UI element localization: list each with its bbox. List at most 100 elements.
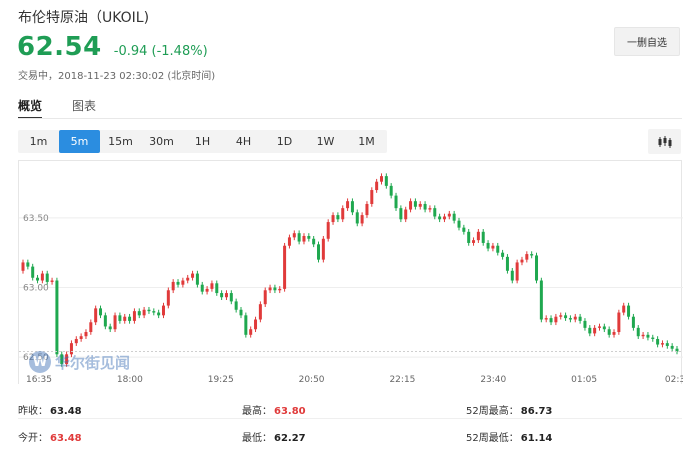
candle-body (254, 319, 258, 330)
x-tick-label: 22:15 (389, 375, 415, 385)
candle-body (123, 316, 127, 321)
candle-body (442, 216, 446, 220)
x-tick-label: 23:40 (480, 375, 506, 385)
stats-divider (18, 418, 682, 419)
candle-body (646, 334, 650, 338)
candle-body (79, 336, 83, 339)
candle-body (515, 262, 519, 281)
candle-body (612, 332, 616, 335)
chart-type-button[interactable] (648, 129, 681, 154)
candle-body (379, 176, 383, 182)
current-price: 62.54 (17, 32, 102, 62)
candle-body (535, 255, 539, 281)
y-tick-label: 62.50 (23, 353, 49, 363)
candle-body (263, 290, 267, 305)
candle-body (69, 343, 73, 355)
candle-body (65, 354, 69, 365)
candle-body (278, 288, 282, 291)
interval-30m[interactable]: 30m (149, 135, 174, 148)
candle-body (118, 315, 122, 321)
candle-body (423, 203, 427, 210)
candle-body (559, 315, 563, 317)
candle-body (147, 309, 151, 312)
candle-body (433, 208, 437, 217)
candle-body (438, 216, 442, 220)
candle-body (656, 338, 660, 345)
candle-body (346, 201, 350, 209)
interval-1w[interactable]: 1W (316, 135, 335, 148)
interval-4h[interactable]: 4H (235, 135, 252, 148)
x-tick-label: 01:05 (571, 375, 597, 385)
candle-body (283, 245, 287, 289)
candle-body (530, 254, 534, 256)
candle-body (181, 280, 185, 285)
candle-body (675, 348, 679, 352)
candle-body (505, 256, 509, 271)
interval-1mo[interactable]: 1M (358, 135, 375, 148)
candle-body (40, 273, 44, 281)
x-tick-label: 02:3 (665, 375, 683, 385)
candle-body (631, 316, 635, 328)
interval-1h[interactable]: 1H (194, 135, 211, 148)
candle-body (568, 318, 572, 320)
candle-body (452, 213, 456, 221)
stat-open: 今开： 63.48 (18, 433, 82, 444)
candle-body (191, 273, 195, 278)
candle-body (55, 280, 59, 355)
candle-body (467, 231, 471, 243)
candle-body (132, 311, 136, 321)
candle-body (355, 212, 359, 224)
candle-body (331, 215, 335, 223)
price-chart[interactable]: 63.50 63.00 62.50 16:35 18:00 19:25 20:50 22:15… (18, 160, 683, 385)
candle-body (365, 203, 369, 216)
candle-body (326, 222, 330, 239)
candle-body (622, 305, 626, 313)
candle-body (501, 252, 505, 257)
candle-body (302, 235, 306, 242)
price-change: -0.94 (-1.48%) (113, 44, 208, 59)
x-tick-label: 16:35 (26, 375, 52, 385)
interval-5m[interactable]: 5m (59, 130, 100, 153)
candle-body (428, 208, 432, 210)
candle-body (176, 281, 180, 285)
candle-body (229, 293, 233, 302)
candle-body (312, 238, 316, 245)
candle-body (525, 254, 529, 260)
remove-watchlist-button[interactable]: 一删自选 (614, 27, 680, 56)
interval-1d[interactable]: 1D (276, 135, 293, 148)
candle-body (670, 345, 674, 349)
candle-body (457, 220, 461, 228)
candle-body (549, 318, 553, 323)
candle-body (249, 329, 253, 335)
candle-body (287, 237, 291, 246)
candle-body (544, 318, 548, 320)
candle-body (292, 233, 296, 238)
trading-status: 交易中，2018-11-23 02:30:02 (北京时间) (18, 71, 216, 82)
candle-body (99, 308, 103, 316)
candle-body (50, 280, 54, 282)
candle-body (239, 309, 243, 316)
candle-body (317, 244, 321, 260)
tab-chart[interactable]: 图表 (72, 99, 97, 113)
candle-body (404, 209, 408, 220)
view-tabs: 概览 图表 (18, 97, 126, 119)
watermark-text: 华尔街见闻 (55, 353, 131, 372)
candle-body (258, 304, 262, 320)
candle-body (564, 315, 568, 319)
candle-body (539, 280, 543, 320)
interval-15m[interactable]: 15m (108, 135, 133, 148)
instrument-title: 布伦特原油（UKOIL) (18, 10, 150, 26)
interval-selector: 1m 5m 15m 30m 1H 4H 1D 1W 1M (18, 130, 387, 153)
candle-body (220, 293, 224, 298)
x-tick-label: 20:50 (299, 375, 325, 385)
candle-body (336, 215, 340, 220)
x-tick-label: 18:00 (117, 375, 143, 385)
interval-1m[interactable]: 1m (29, 135, 48, 148)
tab-overview[interactable]: 概览 (18, 97, 43, 119)
candle-body (588, 327, 592, 334)
candle-body (375, 181, 379, 191)
candle-body (597, 326, 601, 328)
candle-body (210, 283, 214, 289)
candle-body (268, 287, 272, 291)
candle-body (74, 338, 78, 344)
